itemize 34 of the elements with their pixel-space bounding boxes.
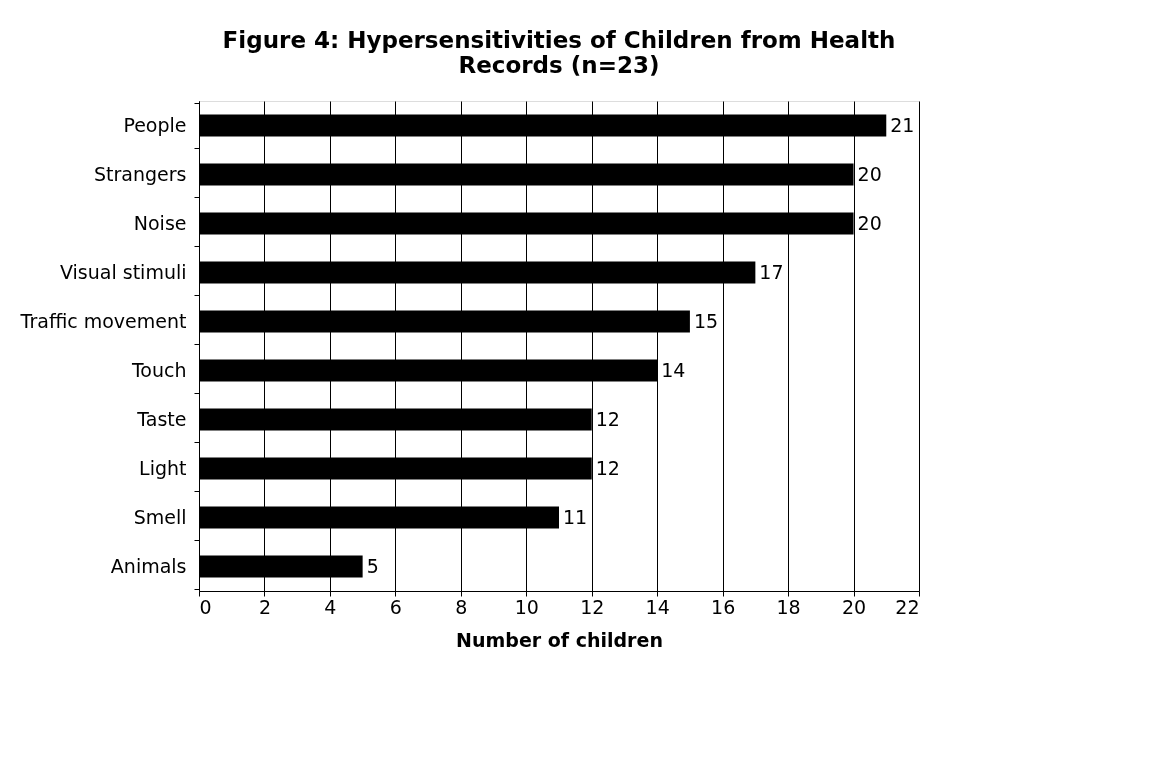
chart-title: Figure 4: Hypersensitivities of Children from Health Records (n=23) <box>222 27 896 78</box>
data-label: 21 <box>890 113 915 136</box>
data-label: 20 <box>857 211 882 234</box>
x-tick-label: 8 <box>455 595 468 618</box>
x-axis-title: Number of children <box>456 628 663 651</box>
y-tick-label: Touch <box>130 359 187 381</box>
y-tick-label: Visual stimuli <box>60 261 187 283</box>
y-tick-label: Noise <box>133 212 187 234</box>
y-tick-label: Taste <box>136 408 187 430</box>
x-tick-label: 18 <box>776 595 801 618</box>
data-label: 15 <box>693 309 719 332</box>
x-tick-label: 6 <box>389 595 402 618</box>
y-tick-label: Strangers <box>94 163 187 185</box>
y-tick-label: People <box>123 114 187 136</box>
x-tick-label: 20 <box>841 595 867 618</box>
data-label: 17 <box>759 260 784 283</box>
y-tick-label: Animals <box>110 555 187 577</box>
x-tick-label: 16 <box>711 595 736 618</box>
x-tick-label: 14 <box>645 595 670 618</box>
data-label: 12 <box>595 456 620 479</box>
x-tick-label: 10 <box>514 595 539 618</box>
y-tick-label: Traffic movement <box>19 310 187 332</box>
x-tick-label: 22 <box>895 595 920 618</box>
data-label: 20 <box>857 162 882 185</box>
data-label: 14 <box>661 358 686 381</box>
x-tick-label: 2 <box>258 595 271 618</box>
x-tick-label: 0 <box>199 595 212 618</box>
data-label: 5 <box>366 554 379 577</box>
x-tick-label: 4 <box>324 595 337 618</box>
y-tick-label: Light <box>139 457 187 479</box>
data-label: 12 <box>595 407 620 430</box>
y-tick-label: Smell <box>133 506 187 528</box>
data-label: 11 <box>563 505 588 528</box>
x-tick-label: 12 <box>580 595 605 618</box>
